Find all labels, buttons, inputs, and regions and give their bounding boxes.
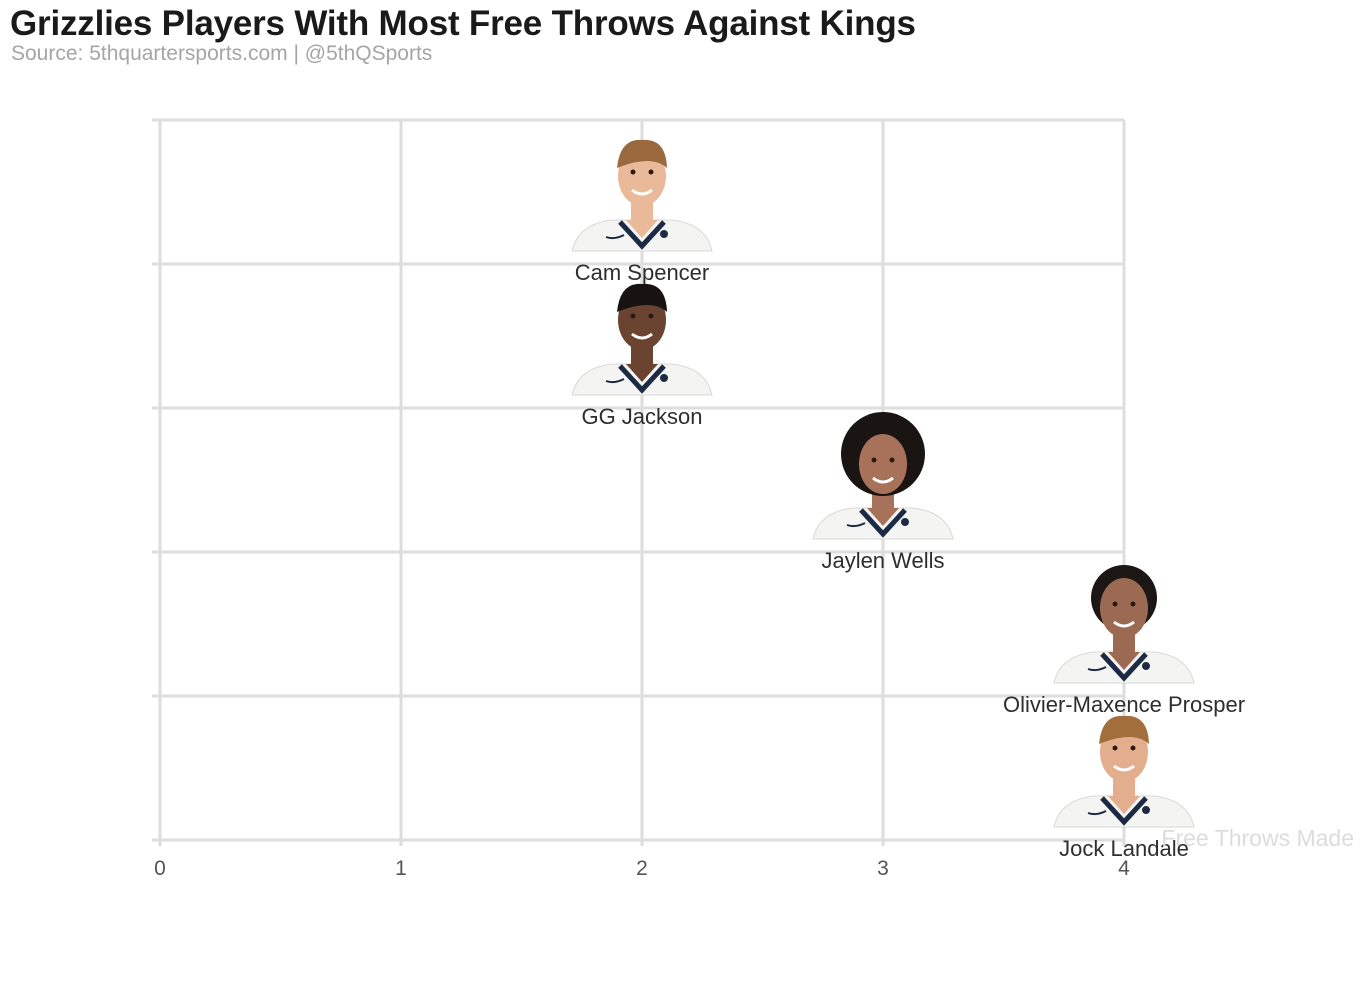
player-name-label: GG Jackson	[581, 404, 702, 429]
x-tick-label: 1	[395, 857, 407, 880]
x-tick-label: 0	[154, 857, 166, 880]
player-headshot-icon	[1053, 565, 1195, 684]
x-axis-ticks: 0 1 2 3 4	[154, 840, 1130, 880]
player-name-label: Jaylen Wells	[821, 548, 944, 573]
chart-subtitle: Source: 5thquartersports.com | @5thQSpor…	[11, 42, 433, 65]
player-point: GG Jackson	[571, 283, 713, 429]
chart-title: Grizzlies Players With Most Free Throws …	[10, 4, 916, 43]
player-headshot-icon	[571, 139, 713, 252]
player-headshot-icon	[571, 283, 713, 396]
player-name-label: Cam Spencer	[575, 260, 710, 285]
player-point: Cam Spencer	[571, 139, 713, 285]
player-point: Jaylen Wells	[812, 412, 954, 573]
player-headshot-icon	[812, 412, 954, 540]
player-point: Jock Landale	[1053, 715, 1195, 861]
player-name-label: Olivier-Maxence Prosper	[1003, 692, 1245, 717]
x-axis-title: Free Throws Made	[1161, 825, 1354, 851]
x-tick-label: 3	[877, 857, 889, 880]
x-tick-label: 2	[636, 857, 648, 880]
data-points: Cam Spencer GG Jackson Jaylen Wells Olivier…	[571, 139, 1245, 861]
player-point: Olivier-Maxence Prosper	[1003, 565, 1245, 717]
player-headshot-icon	[1053, 715, 1195, 828]
x-tick-label: 4	[1118, 857, 1130, 880]
